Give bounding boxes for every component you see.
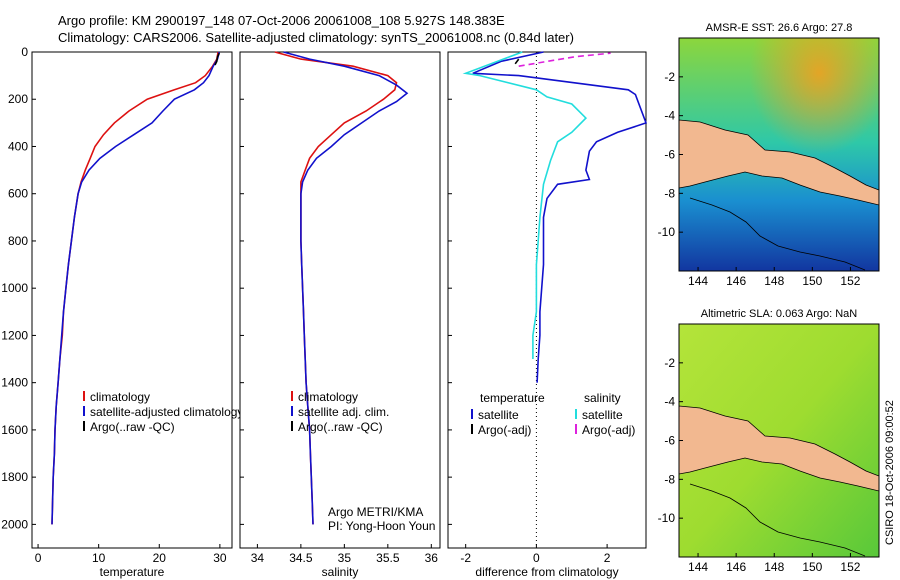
salinity-series-satellite-adj-clim--line xyxy=(283,51,409,525)
map-latitude-tick-label: -4 xyxy=(664,395,675,409)
temperature-x-tick-label: 10 xyxy=(92,551,106,565)
temperature-series-satellite-adjusted-climatology-line xyxy=(51,51,221,525)
sst-map-coastline xyxy=(689,197,866,271)
difference-x-tick-label: -2 xyxy=(460,551,471,565)
depth-tick-label: 800 xyxy=(8,234,28,248)
depth-tick-label: 2000 xyxy=(1,517,28,531)
map-latitude-tick-label: -2 xyxy=(664,70,675,84)
map-latitude-tick-label: -4 xyxy=(664,109,675,123)
temperature-legend-label: climatology xyxy=(90,390,150,404)
sst-map-title: AMSR-E SST: 26.6 Argo: 27.8 xyxy=(706,22,853,34)
side-timestamp: CSIRO 18-Oct-2006 09:00:52 xyxy=(884,400,896,545)
difference-legend-header-salinity: salinity xyxy=(584,391,621,405)
difference-series-satellite-line xyxy=(472,51,648,383)
map-longitude-tick-label: 144 xyxy=(688,274,708,288)
salinity-x-axis-label: salinity xyxy=(322,565,359,579)
temperature-plot-frame xyxy=(31,51,233,549)
temperature-x-tick-label: 20 xyxy=(153,551,167,565)
difference-legend-label: Argo(-adj) xyxy=(478,423,531,437)
salinity-profile-panel: 34 34.5 35 35.5 36 salinity climatologysatelli… xyxy=(239,51,441,579)
map-latitude-tick-label: -10 xyxy=(658,511,676,525)
depth-tick-label: 200 xyxy=(8,92,28,106)
map-longitude-tick-label: 152 xyxy=(840,560,860,574)
map-latitude-tick-label: -6 xyxy=(664,148,675,162)
difference-legend-header-temperature: temperature xyxy=(480,391,545,405)
map-latitude-tick-label: -8 xyxy=(664,186,675,200)
salinity-legend-label: satellite adj. clim. xyxy=(298,405,389,419)
salinity-plot-frame xyxy=(239,51,441,549)
temperature-profile-panel: 0 200 400 600 800 1000 1200 1400 1600 1800 2000 0 10… xyxy=(1,45,243,579)
map-longitude-tick-label: 150 xyxy=(802,274,822,288)
sla-map-title: Altimetric SLA: 0.063 Argo: NaN xyxy=(701,308,858,320)
map-longitude-tick-label: 144 xyxy=(688,560,708,574)
salinity-legend-label: climatology xyxy=(298,390,358,404)
depth-tick-label: 600 xyxy=(8,187,28,201)
map-latitude-tick-label: -2 xyxy=(664,356,675,370)
figure-title-line-2: Climatology: CARS2006. Satellite-adjuste… xyxy=(58,30,574,45)
difference-legend-label: satellite xyxy=(478,408,519,422)
temperature-series-argo-raw-qc--line xyxy=(214,52,221,66)
depth-tick-label: 1600 xyxy=(1,423,28,437)
map-longitude-tick-label: 152 xyxy=(840,274,860,288)
salinity-x-tick-label: 36 xyxy=(425,551,439,565)
difference-series-satellite-line xyxy=(462,51,588,359)
sst-map-land-new-guinea xyxy=(679,119,879,206)
temperature-x-tick-label: 0 xyxy=(35,551,42,565)
temperature-legend-label: satellite-adjusted climatology xyxy=(90,405,243,419)
salinity-x-tick-label: 35.5 xyxy=(376,551,400,565)
map-longitude-tick-label: 150 xyxy=(802,560,822,574)
difference-series-argo-adj--line xyxy=(514,58,520,65)
difference-legend-label: satellite xyxy=(582,408,623,422)
salinity-x-tick-label: 34 xyxy=(251,551,265,565)
difference-legend-label: Argo(-adj) xyxy=(582,423,635,437)
pi-annotation-line: PI: Yong-Hoon Youn xyxy=(328,519,435,533)
temperature-legend-label: Argo(..raw -QC) xyxy=(90,420,175,434)
map-latitude-tick-label: -6 xyxy=(664,434,675,448)
difference-series-argo-adj--line xyxy=(518,52,611,67)
temperature-x-tick-label: 30 xyxy=(213,551,227,565)
salinity-legend-label: Argo(..raw -QC) xyxy=(298,420,383,434)
map-latitude-tick-label: -10 xyxy=(658,225,676,239)
map-longitude-tick-label: 148 xyxy=(764,274,784,288)
sla-map-land-new-guinea xyxy=(679,405,879,492)
sst-map-panel: AMSR-E SST: 26.6 Argo: 27.8 144 146 148 150… xyxy=(658,22,880,288)
pi-annotation-line: Argo METRI/KMA xyxy=(328,505,423,519)
depth-tick-label: 0 xyxy=(21,45,28,59)
map-longitude-tick-label: 148 xyxy=(764,560,784,574)
salinity-x-tick-label: 34.5 xyxy=(289,551,313,565)
difference-x-tick-label: 0 xyxy=(533,551,540,565)
map-longitude-tick-label: 146 xyxy=(726,274,746,288)
depth-tick-label: 400 xyxy=(8,139,28,153)
depth-tick-label: 1400 xyxy=(1,376,28,390)
depth-tick-label: 1200 xyxy=(1,328,28,342)
map-longitude-tick-label: 146 xyxy=(726,560,746,574)
temperature-x-axis-label: temperature xyxy=(100,565,165,579)
sla-map-panel: Altimetric SLA: 0.063 Argo: NaN 144 146 14… xyxy=(658,308,880,574)
depth-tick-label: 1800 xyxy=(1,470,28,484)
difference-plot-frame xyxy=(447,51,647,549)
depth-tick-label: 1000 xyxy=(1,281,28,295)
difference-x-axis-label: difference from climatology xyxy=(475,565,618,579)
difference-x-tick-label: 2 xyxy=(604,551,611,565)
map-latitude-tick-label: -8 xyxy=(664,472,675,486)
salinity-x-tick-label: 35 xyxy=(338,551,352,565)
sla-map-coastline xyxy=(689,483,866,557)
figure-title-line-1: Argo profile: KM 2900197_148 07-Oct-2006… xyxy=(58,13,505,28)
